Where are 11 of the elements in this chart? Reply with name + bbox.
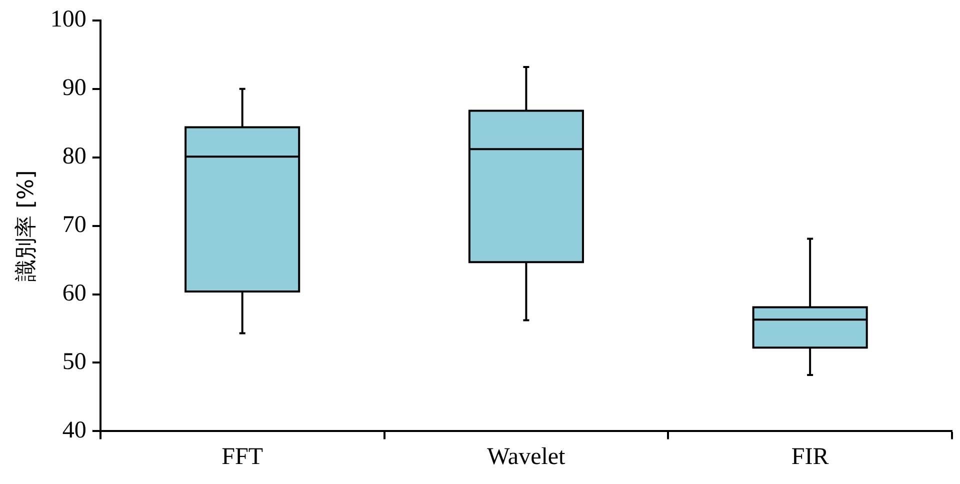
- x-tick-label: Wavelet: [487, 444, 566, 470]
- y-tick-label: 100: [50, 6, 86, 33]
- y-tick-label: 60: [62, 280, 86, 307]
- x-tick-label: FFT: [222, 444, 264, 470]
- y-tick-label: 50: [62, 349, 86, 376]
- x-tick-label: FIR: [791, 444, 829, 470]
- y-tick-label: 70: [62, 212, 86, 238]
- y-tick-label: 40: [62, 417, 86, 444]
- y-axis-title: 識別率 [%]: [14, 170, 39, 282]
- y-tick-label: 80: [62, 144, 86, 170]
- y-tick-label: 90: [62, 75, 86, 102]
